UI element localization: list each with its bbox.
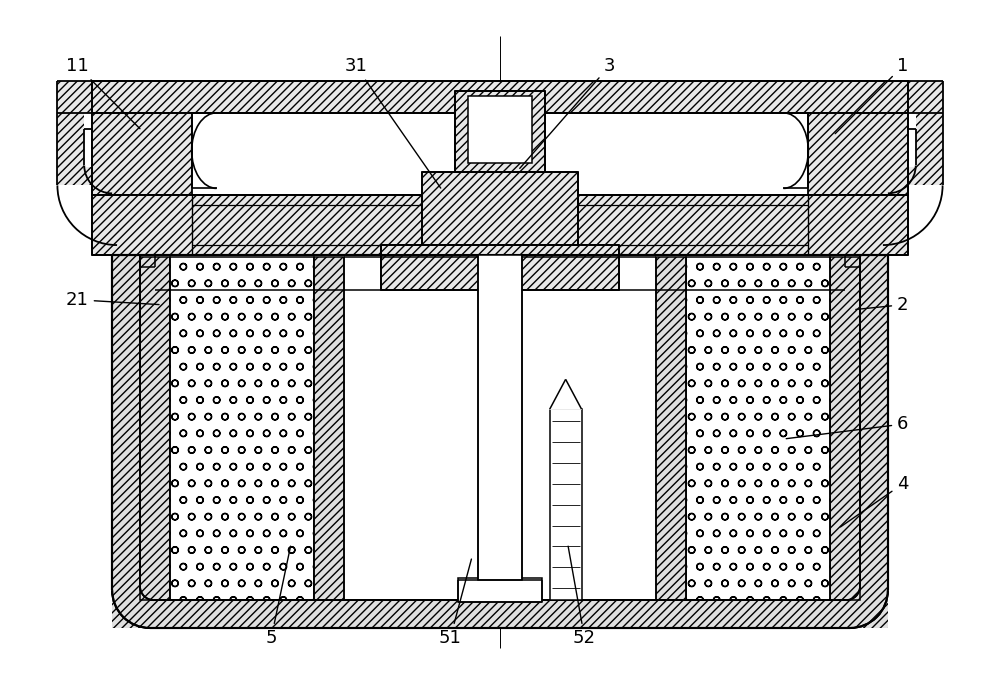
Bar bbox=[112, 255, 888, 628]
Text: 52: 52 bbox=[568, 546, 596, 647]
Bar bbox=[192, 113, 808, 195]
Bar bbox=[468, 96, 532, 162]
Text: 11: 11 bbox=[66, 57, 140, 129]
Bar bbox=[112, 600, 888, 628]
Bar bbox=[314, 257, 344, 600]
Bar bbox=[550, 409, 582, 600]
Bar bbox=[656, 257, 686, 600]
Bar bbox=[170, 257, 314, 600]
Text: 1: 1 bbox=[835, 57, 909, 134]
Text: 6: 6 bbox=[786, 415, 909, 439]
Text: 51: 51 bbox=[439, 559, 471, 647]
Bar bbox=[830, 257, 860, 600]
Bar bbox=[381, 245, 619, 290]
Text: 21: 21 bbox=[66, 291, 159, 309]
Bar bbox=[422, 173, 578, 245]
Bar bbox=[908, 81, 943, 113]
Bar bbox=[458, 578, 542, 602]
Bar bbox=[908, 168, 943, 185]
Polygon shape bbox=[550, 380, 582, 409]
Bar bbox=[57, 168, 92, 185]
Bar bbox=[92, 81, 908, 113]
Bar bbox=[808, 113, 908, 195]
Bar bbox=[455, 91, 545, 173]
Text: 3: 3 bbox=[520, 57, 615, 168]
Bar bbox=[57, 113, 84, 185]
Bar bbox=[92, 113, 192, 195]
Bar bbox=[860, 255, 888, 628]
Bar bbox=[112, 255, 140, 628]
Bar bbox=[344, 257, 656, 600]
Text: 4: 4 bbox=[840, 475, 909, 527]
Bar bbox=[686, 257, 830, 600]
Bar bbox=[478, 255, 522, 580]
Text: 2: 2 bbox=[856, 296, 909, 314]
Text: 5: 5 bbox=[265, 546, 291, 647]
Bar bbox=[140, 257, 170, 600]
Text: 31: 31 bbox=[344, 57, 441, 188]
Bar bbox=[916, 113, 943, 185]
Bar bbox=[92, 195, 908, 255]
Bar bbox=[57, 81, 92, 113]
